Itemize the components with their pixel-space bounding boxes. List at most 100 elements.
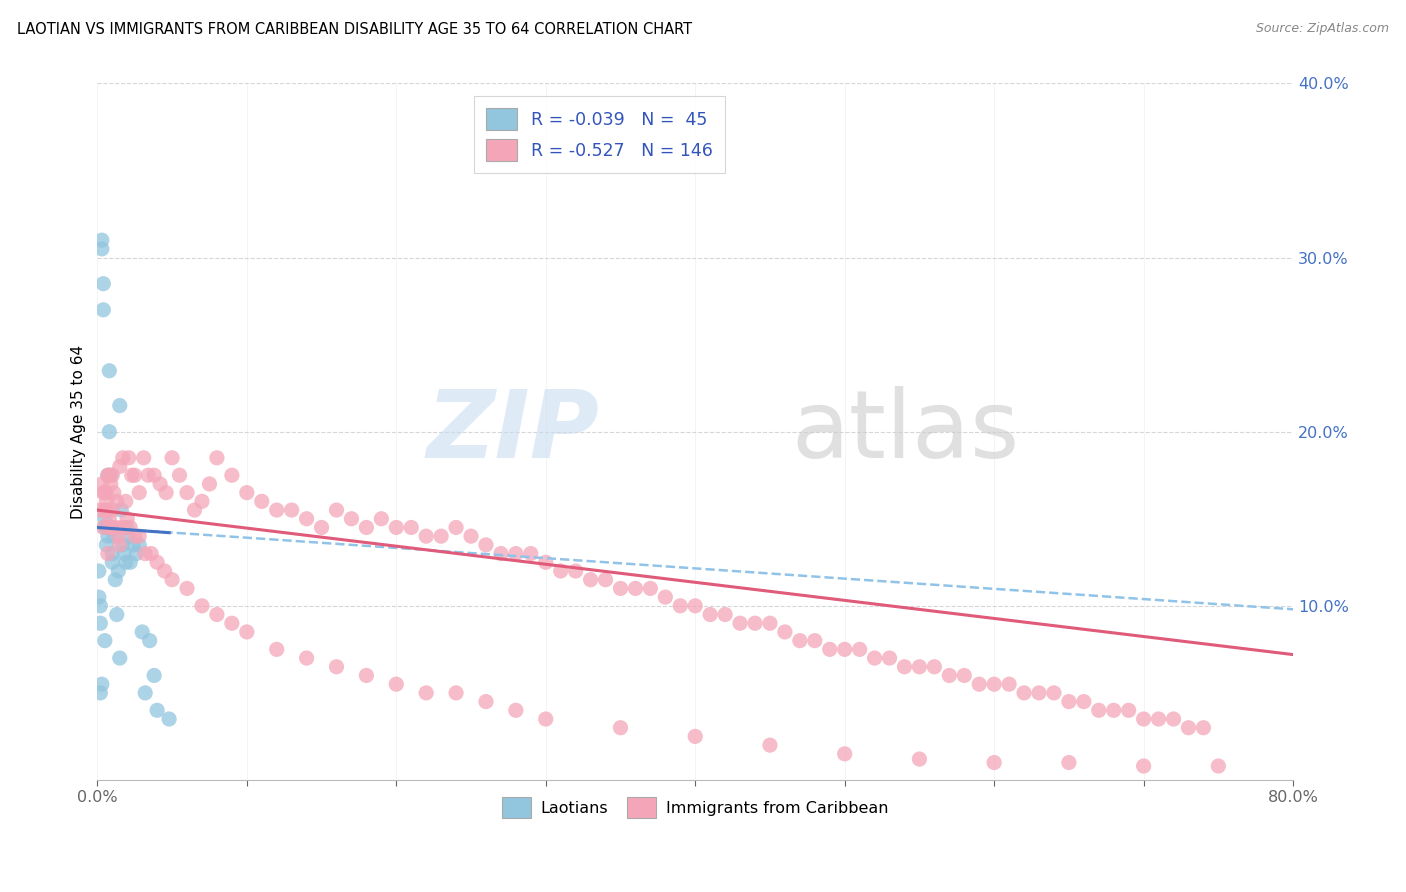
Point [953,668,976,682]
Point [110,503,132,517]
Point [938,668,960,682]
Text: ZIP: ZIP [426,385,599,478]
Point [1073,695,1095,709]
Point [879,651,901,665]
Point [132,450,155,465]
Point [96,520,118,534]
Point [1012,686,1035,700]
Point [505,703,527,717]
Text: LAOTIAN VS IMMIGRANTS FROM CARIBBEAN DISABILITY AGE 35 TO 64 CORRELATION CHART: LAOTIAN VS IMMIGRANTS FROM CARIBBEAN DIS… [17,22,692,37]
Point [97,468,120,483]
Point [101,555,124,569]
Point [399,520,422,534]
Point [101,547,124,561]
Point [131,624,153,639]
Point [101,503,124,517]
Point [609,721,631,735]
Point [121,468,143,483]
Point [89,503,111,517]
Point [103,529,125,543]
Point [1118,703,1140,717]
Point [564,564,586,578]
Point [134,547,156,561]
Point [1043,686,1066,700]
Point [340,512,363,526]
Point [96,503,118,517]
Point [415,529,437,543]
Point [108,651,131,665]
Point [124,468,146,483]
Point [683,599,706,613]
Point [111,538,134,552]
Point [728,616,751,631]
Point [444,686,467,700]
Point [94,520,117,534]
Point [356,520,378,534]
Point [191,494,214,508]
Point [893,659,915,673]
Point [134,686,156,700]
Point [924,659,946,673]
Point [998,677,1021,691]
Point [107,564,129,578]
Point [89,599,111,613]
Point [111,450,134,465]
Point [266,503,288,517]
Point [789,633,811,648]
Point [430,529,453,543]
Point [595,573,617,587]
Text: atlas: atlas [792,385,1019,478]
Point [311,520,333,534]
Point [118,450,141,465]
Point [114,555,136,569]
Point [91,277,114,291]
Point [176,485,198,500]
Point [96,494,118,508]
Point [1028,686,1050,700]
Point [160,450,183,465]
Point [128,538,150,552]
Point [534,555,557,569]
Point [87,590,110,604]
Point [98,520,121,534]
Point [191,599,214,613]
Point [105,494,128,508]
Point [90,677,112,691]
Point [250,494,273,508]
Point [143,668,166,682]
Point [157,712,180,726]
Point [120,520,142,534]
Point [100,520,122,534]
Point [1102,703,1125,717]
Point [114,494,136,508]
Point [117,512,139,526]
Point [89,686,111,700]
Point [759,616,782,631]
Point [198,477,221,491]
Point [475,695,498,709]
Point [221,616,243,631]
Point [108,538,131,552]
Point [550,564,572,578]
Point [609,582,631,596]
Point [1192,721,1215,735]
Point [107,529,129,543]
Point [863,651,886,665]
Point [122,538,145,552]
Point [136,468,159,483]
Point [105,607,128,622]
Point [669,599,692,613]
Point [983,756,1005,770]
Point [1057,756,1080,770]
Point [90,242,112,256]
Point [1132,712,1154,726]
Point [640,582,662,596]
Point [117,520,139,534]
Point [103,485,125,500]
Point [120,555,142,569]
Point [91,302,114,317]
Point [128,485,150,500]
Point [128,529,150,543]
Point [155,485,177,500]
Point [101,520,124,534]
